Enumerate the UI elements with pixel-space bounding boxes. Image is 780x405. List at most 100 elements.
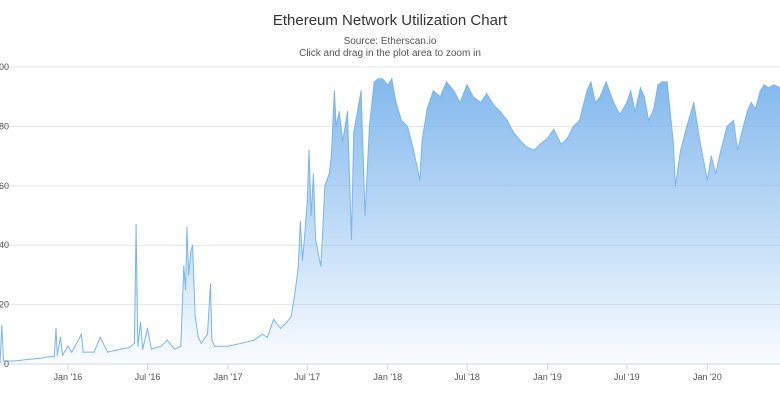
- data-point: [364, 214, 366, 217]
- data-point: [590, 81, 592, 83]
- data-point: [720, 149, 722, 151]
- data-point: [493, 105, 495, 107]
- x-tick-label: Jan '19: [533, 372, 562, 382]
- data-point: [150, 348, 152, 350]
- data-point: [733, 119, 735, 122]
- data-point: [320, 265, 322, 267]
- data-point: [0, 361, 1, 364]
- data-point: [432, 90, 434, 92]
- data-point: [453, 90, 455, 92]
- data-point: [312, 173, 314, 175]
- data-point: [605, 81, 607, 83]
- data-point: [335, 125, 337, 127]
- data-point: [599, 96, 601, 98]
- x-tick-label: Jan '17: [214, 372, 243, 382]
- data-point: [2, 360, 5, 362]
- data-point: [726, 125, 728, 127]
- data-point: [99, 336, 101, 338]
- data-point: [426, 108, 428, 110]
- data-point: [27, 358, 29, 361]
- data-point: [326, 179, 328, 181]
- data-point: [512, 131, 515, 133]
- data-point: [736, 149, 739, 151]
- data-point: [699, 140, 701, 142]
- x-tick-label: Jul '17: [294, 372, 320, 382]
- data-point: [653, 108, 655, 110]
- data-point: [693, 102, 695, 104]
- data-point: [273, 318, 275, 320]
- data-point: [280, 327, 282, 329]
- data-point: [439, 96, 441, 98]
- data-point: [547, 137, 549, 139]
- data-point: [213, 345, 216, 347]
- data-point: [299, 220, 301, 222]
- data-point: [533, 149, 535, 151]
- data-point: [322, 232, 324, 234]
- data-point: [578, 119, 581, 122]
- data-point: [107, 351, 109, 353]
- data-point: [768, 87, 770, 89]
- data-point: [227, 345, 229, 347]
- data-point: [80, 333, 82, 335]
- data-point: [741, 131, 743, 133]
- data-point: [55, 327, 57, 329]
- data-point: [200, 342, 202, 344]
- data-point: [400, 119, 402, 122]
- data-point: [560, 143, 562, 145]
- data-point: [133, 342, 135, 344]
- data-point: [421, 140, 423, 142]
- y-tick-label: 40: [0, 240, 9, 250]
- data-point: [266, 336, 268, 338]
- data-point: [1, 324, 3, 326]
- data-point: [759, 90, 761, 92]
- data-point: [137, 345, 139, 347]
- data-point: [128, 347, 130, 349]
- chart-title: Ethereum Network Utilization Chart: [272, 12, 508, 29]
- data-point: [261, 333, 263, 335]
- data-point: [306, 200, 308, 202]
- data-point: [613, 102, 615, 104]
- data-point: [680, 149, 682, 151]
- data-point: [40, 357, 42, 359]
- data-point: [413, 149, 415, 151]
- data-point: [48, 356, 51, 358]
- data-point: [395, 102, 397, 104]
- data-point: [754, 108, 757, 110]
- data-point: [373, 81, 375, 83]
- data-point: [310, 214, 312, 217]
- data-point: [330, 155, 332, 157]
- data-point: [539, 143, 541, 145]
- data-point: [639, 87, 642, 89]
- data-point: [185, 289, 187, 291]
- data-point: [317, 250, 319, 252]
- data-point: [206, 333, 209, 335]
- data-point: [71, 351, 73, 353]
- y-tick-label: 0: [4, 359, 9, 369]
- data-point: [180, 345, 182, 347]
- data-point: [706, 179, 708, 181]
- data-point: [586, 90, 588, 92]
- data-point: [661, 81, 663, 83]
- y-tick-label: 100: [0, 62, 9, 72]
- data-point: [324, 185, 326, 187]
- data-point: [194, 315, 196, 318]
- data-point: [308, 149, 310, 151]
- data-point: [301, 259, 304, 261]
- data-point: [368, 125, 370, 127]
- data-point: [520, 140, 522, 142]
- x-tick-label: Jan '18: [373, 372, 402, 382]
- data-point: [188, 274, 190, 276]
- data-point: [445, 81, 448, 83]
- data-point: [346, 111, 349, 113]
- data-point: [142, 348, 144, 350]
- data-point: [391, 78, 393, 80]
- data-point: [566, 137, 568, 139]
- data-point: [686, 125, 688, 127]
- data-point: [763, 84, 765, 86]
- data-point: [746, 111, 748, 113]
- data-point: [290, 315, 292, 318]
- x-tick-label: Jan '16: [53, 372, 82, 382]
- data-point: [630, 90, 632, 92]
